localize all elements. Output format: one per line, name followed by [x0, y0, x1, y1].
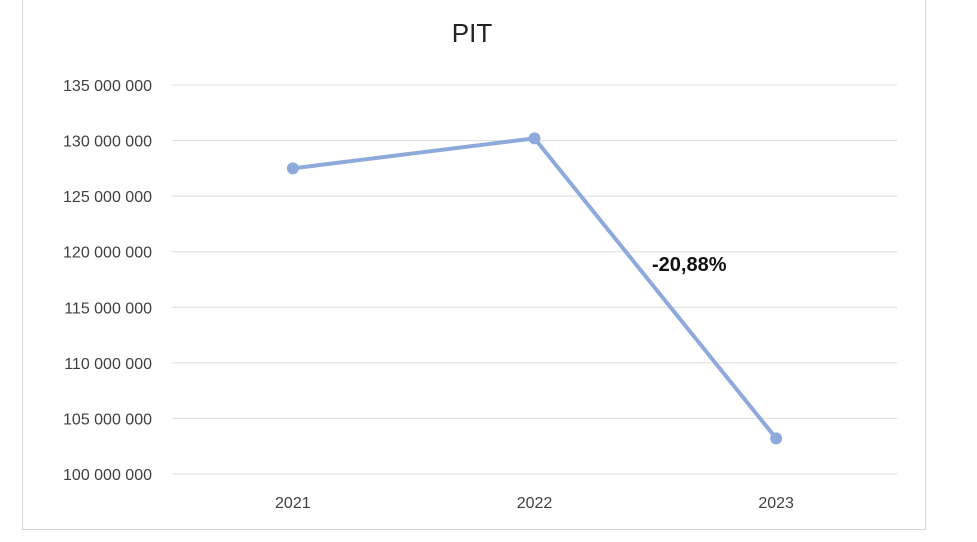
y-tick-label: 105 000 000 — [63, 411, 152, 428]
y-tick-label: 115 000 000 — [64, 300, 152, 317]
x-axis-tick-labels: 2021 2022 2023 — [275, 495, 794, 512]
y-axis-tick-labels: 100 000 000 105 000 000 110 000 000 115 000… — [63, 78, 152, 484]
y-tick-label: 110 000 000 — [64, 356, 152, 373]
x-tick-label: 2023 — [758, 495, 794, 512]
x-tick-label: 2022 — [517, 495, 553, 512]
y-tick-label: 135 000 000 — [63, 78, 152, 95]
chart-title: PIT — [452, 18, 493, 48]
data-point-2021 — [286, 162, 299, 175]
y-tick-label: 125 000 000 — [63, 189, 152, 206]
y-tick-label: 130 000 000 — [63, 134, 152, 151]
data-point-2022 — [528, 132, 541, 145]
x-tick-label: 2021 — [275, 495, 311, 512]
y-tick-label: 120 000 000 — [63, 245, 152, 262]
series-line — [292, 136, 778, 440]
series-pit — [286, 132, 783, 445]
data-point-2023 — [770, 432, 783, 445]
gridlines — [172, 84, 897, 475]
y-tick-label: 100 000 000 — [63, 467, 152, 484]
percent-change-annotation: -20,88% — [652, 254, 727, 276]
